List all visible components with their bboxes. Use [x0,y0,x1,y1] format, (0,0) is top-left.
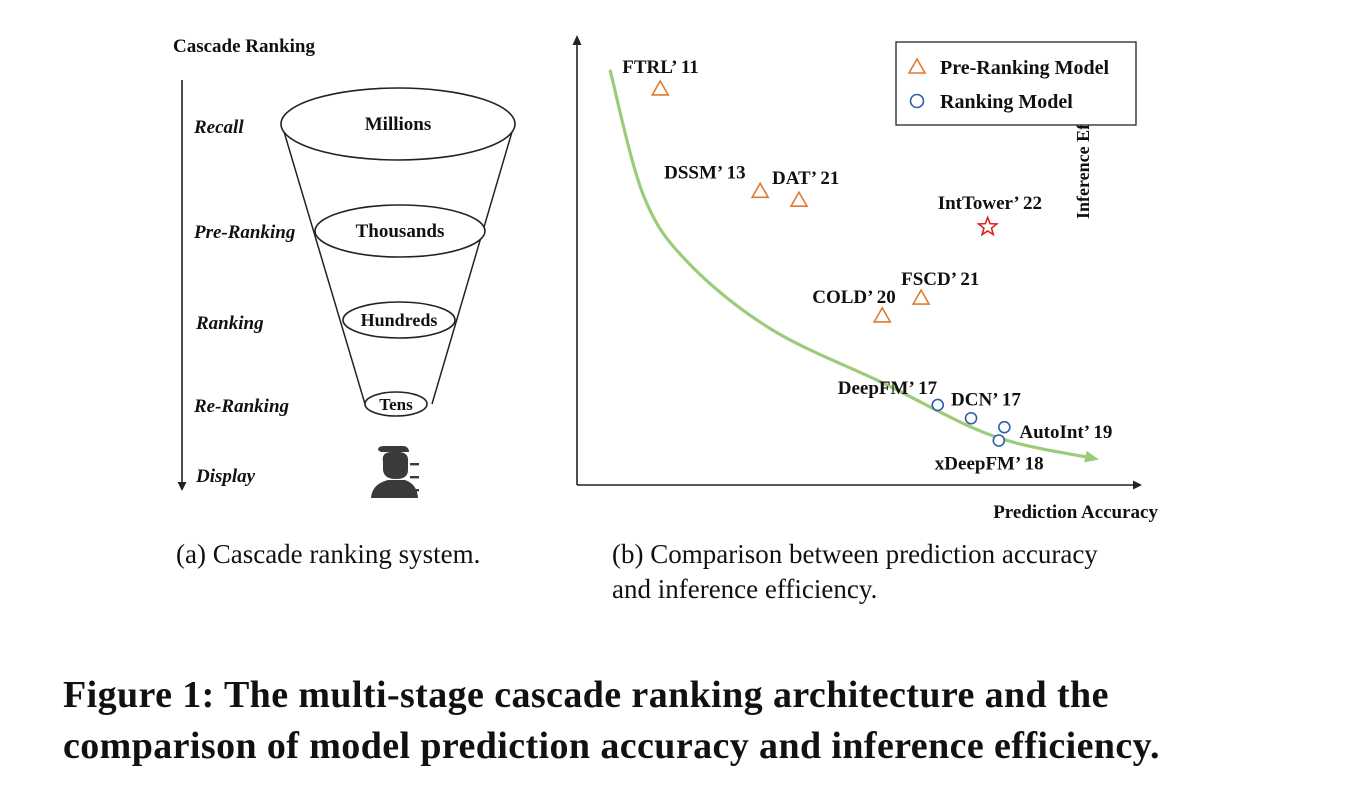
legend-label-pre-ranking: Pre-Ranking Model [940,57,1110,79]
funnel-level-tens-label: Tens [379,395,413,414]
legend-circle-icon [909,93,925,109]
chart-axes [576,45,1133,486]
panel-b-caption-line-2: and inference efficiency. [612,574,878,604]
funnel-level-thousands [314,204,486,258]
circle-marker [931,398,945,412]
point-label-dat-21: DAT’ 21 [772,168,839,189]
legend: Pre-Ranking Model Ranking Model [895,41,1137,126]
stage-label-recall: Recall [193,117,244,138]
user-icon [371,446,419,498]
cascade-ranking-diagram: Cascade Ranking Recall Pre-Ranking Ranki… [173,36,516,498]
legend-label-ranking: Ranking Model [940,91,1073,113]
point-label-dcn-17: DCN’ 17 [951,389,1021,410]
circle-marker [992,434,1006,447]
triangle-marker [650,79,670,96]
panel-a-caption: (a) Cascade ranking system. [176,539,481,569]
accuracy-efficiency-chart: Inference Efficiency Prediction Accuracy… [572,35,1158,523]
funnel-level-thousands-label: Thousands [356,221,445,242]
figure-caption-text: The multi-stage cascade ranking architec… [63,674,1160,767]
point-label-inttower-22: IntTower’ 22 [938,193,1042,214]
x-axis-arrowhead [1133,480,1142,490]
stage-label-re-ranking: Re-Ranking [193,396,289,417]
point-label-cold-20: COLD’ 20 [812,287,896,308]
stage-label-display: Display [195,466,256,487]
triangle-marker [789,190,809,207]
circle-marker [998,420,1011,434]
funnel-level-millions-label: Millions [365,114,432,135]
stage-arrow [177,80,187,491]
stage-label-ranking: Ranking [195,313,264,334]
figure-caption: Figure 1: The multi-stage cascade rankin… [63,670,1293,772]
point-label-ftrl-11: FTRL’ 11 [622,57,699,78]
trend-curve [608,69,1095,460]
funnel-outline [281,124,515,405]
legend-box [895,41,1137,126]
point-label-dssm-13: DSSM’ 13 [664,162,745,183]
stage-label-pre-ranking: Pre-Ranking [193,222,295,243]
funnel-level-hundreds [342,301,456,339]
funnel-level-tens [364,391,428,417]
trend-curve-arrowhead [1084,450,1100,463]
triangle-marker [911,288,931,305]
point-label-deepfm-17: DeepFM’ 17 [838,378,938,399]
star-marker [976,215,999,237]
circle-marker [964,411,978,425]
funnel-level-millions [280,87,516,161]
point-label-autoint-19: AutoInt’ 19 [1019,422,1112,443]
panel-b-caption: (b) Comparison between prediction accura… [612,537,1172,607]
funnel-level-hundreds-label: Hundreds [361,310,438,330]
y-axis-arrowhead [572,35,582,45]
figure-caption-label: Figure 1: [63,674,215,716]
point-label-fscd-21: FSCD’ 21 [901,269,979,290]
panel-a-title: Cascade Ranking [173,36,315,57]
legend-triangle-icon [907,57,927,74]
triangle-marker [750,181,770,199]
x-axis-label: Prediction Accuracy [993,502,1158,523]
triangle-marker [872,306,892,323]
panel-b-caption-line-1: (b) Comparison between prediction accura… [612,539,1098,569]
point-label-xdeepfm-18: xDeepFM’ 18 [935,454,1044,475]
